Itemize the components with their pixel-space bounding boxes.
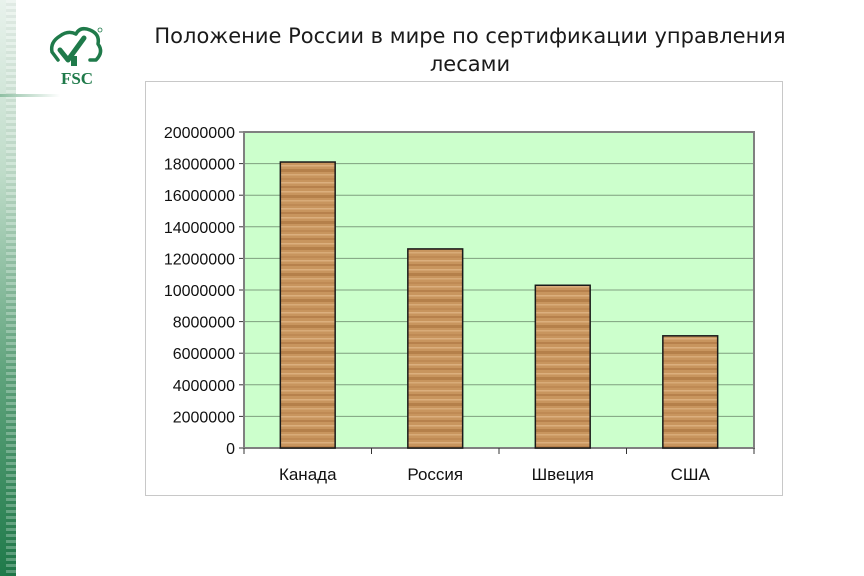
y-tick-label: 14000000	[164, 220, 235, 237]
x-category-label: США	[671, 465, 711, 484]
fsc-tree-check-icon: FSC	[49, 26, 103, 88]
y-tick-label: 2000000	[173, 409, 235, 426]
x-category-label: Россия	[407, 465, 463, 484]
y-tick-label: 8000000	[173, 315, 235, 332]
x-category-label: Швеция	[532, 465, 594, 484]
bar	[407, 248, 464, 449]
y-tick-label: 10000000	[164, 283, 235, 300]
y-tick-label: 12000000	[164, 251, 235, 268]
y-tick-label: 6000000	[173, 346, 235, 363]
y-tick-label: 16000000	[164, 188, 235, 205]
y-tick-label: 18000000	[164, 157, 235, 174]
y-tick-label: 20000000	[164, 125, 235, 142]
y-tick-label: 0	[226, 441, 235, 458]
slide-title: Положение России в мире по сертификации …	[154, 24, 786, 76]
side-decor-stripe	[0, 0, 16, 576]
logo-divider	[0, 94, 60, 97]
bar	[279, 161, 336, 449]
fsc-logo: FSC	[44, 22, 110, 88]
bar	[662, 335, 719, 449]
fsc-logo-text: FSC	[61, 69, 93, 88]
bar-chart: 0 2000000 4000000 6000000 8000000 10000000 120…	[164, 125, 755, 484]
x-category-label: Канада	[279, 465, 337, 484]
chart-area: 0 2000000 4000000 6000000 8000000 10000000 120…	[145, 81, 783, 496]
y-tick-label: 4000000	[173, 378, 235, 395]
bar	[534, 284, 591, 449]
